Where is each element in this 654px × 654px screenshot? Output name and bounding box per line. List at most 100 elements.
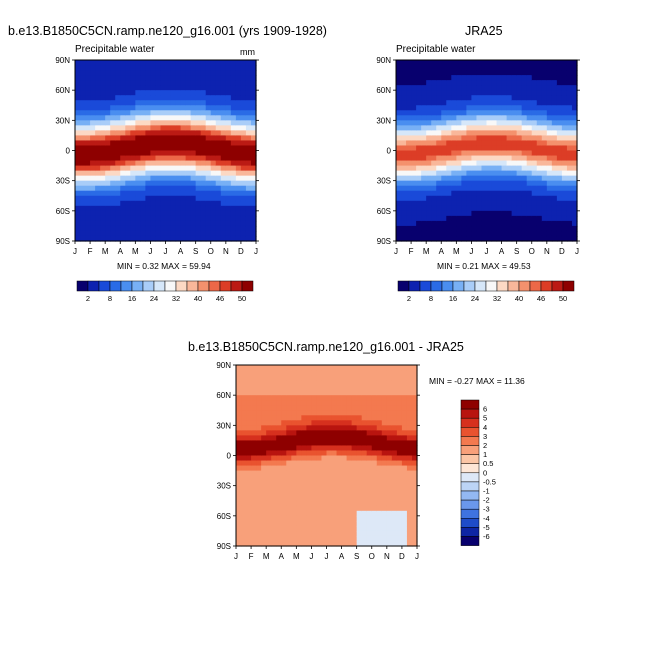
heatmap-cell: [165, 105, 172, 111]
heatmap-cell: [371, 430, 378, 436]
heatmap-cell: [225, 220, 232, 227]
heatmap-cell: [190, 120, 197, 126]
heatmap-cell: [451, 220, 457, 227]
heatmap-cell: [200, 100, 207, 106]
heatmap-cell: [546, 130, 553, 137]
heatmap-cell: [501, 90, 508, 96]
heatmap-cell: [296, 425, 302, 431]
heatmap-cell: [481, 110, 488, 116]
heatmap-cell: [451, 110, 457, 116]
heatmap-cell: [210, 120, 217, 126]
heatmap-cell: [120, 95, 126, 101]
heatmap-cell: [105, 225, 111, 232]
heatmap-cell: [195, 180, 202, 187]
heatmap-cell: [90, 205, 96, 212]
heatmap-cell: [541, 230, 548, 237]
heatmap-cell: [421, 160, 427, 167]
heatmap-cell: [170, 180, 177, 187]
heatmap-cell: [401, 445, 408, 452]
heatmap-cell: [521, 60, 528, 66]
heatmap-cell: [175, 210, 182, 217]
heatmap-cell: [371, 440, 378, 447]
heatmap-cell: [561, 210, 568, 217]
heatmap-cell: [411, 530, 418, 537]
heatmap-cell: [361, 470, 368, 477]
heatmap-cell: [341, 370, 348, 376]
heatmap-cell: [90, 135, 96, 142]
heatmap-cell: [110, 110, 116, 116]
x-tick-label: J: [469, 247, 473, 256]
heatmap-cell: [421, 175, 427, 182]
heatmap-cell: [200, 230, 207, 237]
heatmap-cell: [160, 65, 167, 71]
heatmap-cell: [556, 105, 563, 111]
heatmap-cell: [396, 515, 403, 522]
heatmap-cell: [391, 405, 398, 411]
heatmap-cell: [271, 495, 277, 502]
heatmap-cell: [130, 140, 136, 147]
heatmap-cell: [501, 140, 508, 147]
heatmap-cell: [145, 85, 152, 91]
heatmap-cell: [105, 230, 111, 237]
heatmap-cell: [105, 170, 111, 177]
heatmap-cell: [371, 435, 378, 442]
heatmap-cell: [466, 225, 473, 232]
heatmap-cell: [120, 90, 126, 96]
heatmap-cell: [561, 230, 568, 237]
heatmap-cell: [471, 105, 478, 111]
heatmap-cell: [281, 425, 287, 431]
heatmap-cell: [311, 450, 318, 457]
heatmap-cell: [245, 100, 252, 106]
heatmap-cell: [441, 105, 447, 111]
heatmap-cell: [521, 150, 528, 157]
heatmap-cell: [346, 495, 353, 502]
heatmap-cell: [306, 435, 313, 442]
heatmap-cell: [210, 180, 217, 187]
heatmap-cell: [306, 490, 313, 497]
heatmap-cell: [235, 205, 242, 212]
heatmap-cell: [516, 75, 523, 81]
x-tick-label: M: [293, 552, 300, 561]
heatmap-cell: [526, 185, 533, 192]
heatmap-cell: [180, 100, 187, 106]
x-tick-label: A: [279, 552, 285, 561]
heatmap-cell: [501, 125, 508, 131]
heatmap-cell: [261, 520, 267, 527]
heatmap-cell: [411, 480, 418, 487]
heatmap-cell: [250, 85, 257, 91]
heatmap-cell: [431, 70, 437, 76]
heatmap-cell: [225, 80, 232, 86]
heatmap-cell: [261, 535, 267, 542]
heatmap-cell: [266, 365, 272, 371]
heatmap-cell: [536, 145, 543, 152]
heatmap-cell: [195, 150, 202, 157]
heatmap-cell: [446, 130, 452, 137]
heatmap-cell: [160, 215, 167, 222]
heatmap-cell: [115, 145, 121, 152]
colorbar-box: [230, 280, 243, 292]
heatmap-cell: [100, 100, 106, 106]
heatmap-cell: [311, 535, 318, 542]
heatmap-cell: [431, 75, 437, 81]
heatmap-cell: [180, 95, 187, 101]
heatmap-cell: [266, 435, 272, 442]
heatmap-cell: [501, 135, 508, 142]
heatmap-cell: [140, 60, 146, 66]
heatmap-cell: [145, 235, 152, 242]
heatmap-cell: [160, 145, 167, 152]
heatmap-cell: [256, 520, 262, 527]
heatmap-cell: [110, 135, 116, 142]
heatmap-cell: [155, 205, 162, 212]
heatmap-cell: [245, 120, 252, 126]
heatmap-cell: [496, 170, 503, 177]
heatmap-cell: [436, 140, 442, 147]
heatmap-cell: [140, 190, 146, 197]
heatmap-cell: [165, 110, 172, 116]
heatmap-cell: [250, 175, 257, 182]
heatmap-cell: [250, 230, 257, 237]
heatmap-cell: [406, 425, 413, 431]
heatmap-cell: [75, 115, 81, 121]
heatmap-cell: [416, 90, 422, 96]
heatmap-cell: [185, 145, 192, 152]
heatmap-cell: [476, 160, 483, 167]
